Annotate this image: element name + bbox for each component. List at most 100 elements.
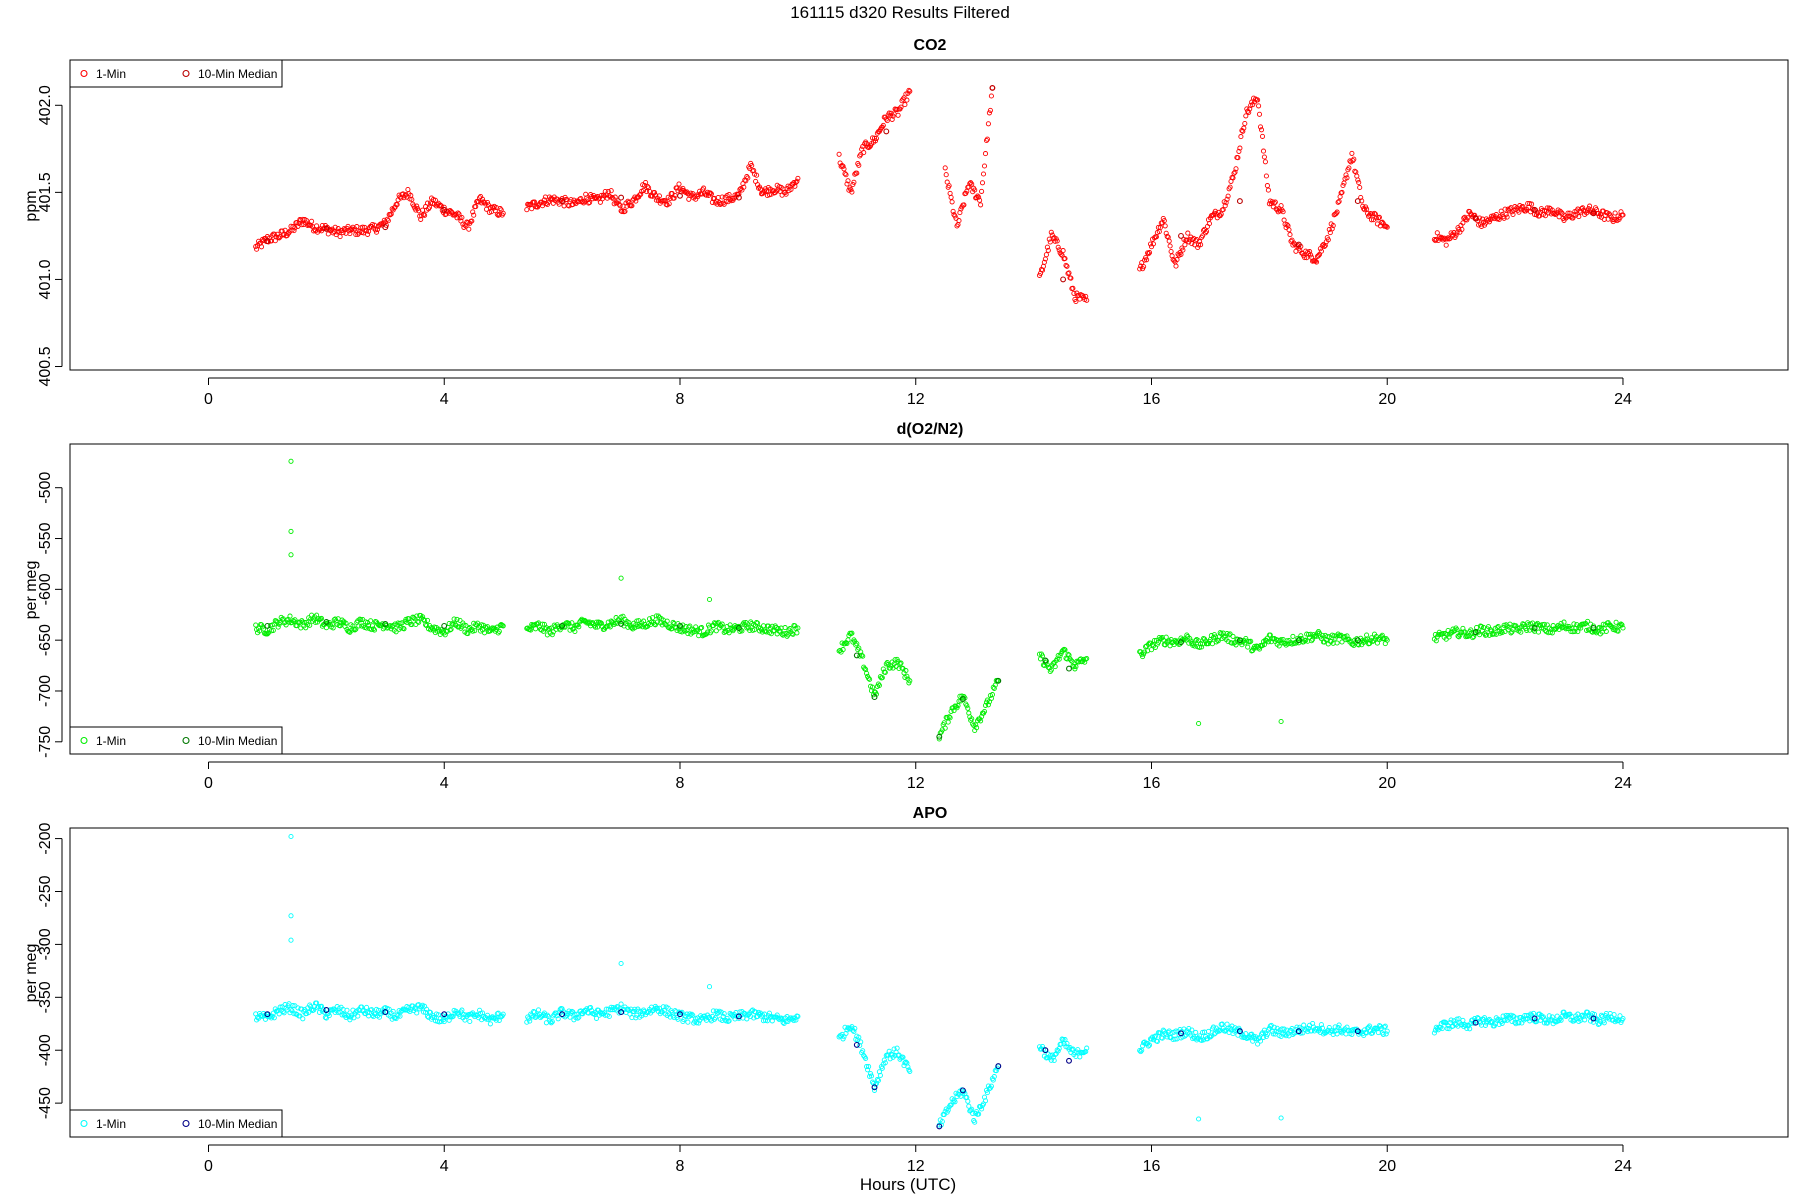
data-point <box>1431 1030 1437 1036</box>
data-point <box>1178 251 1184 257</box>
outlier-point <box>706 984 713 990</box>
data-point <box>985 121 991 127</box>
data-point <box>1233 166 1239 172</box>
data-point <box>291 1011 297 1017</box>
data-point <box>1318 1022 1324 1028</box>
data-point <box>347 1017 353 1023</box>
data-point <box>1246 109 1252 115</box>
data-point <box>618 1001 624 1007</box>
data-point <box>257 628 263 634</box>
legend-label: 1-Min <box>96 1117 126 1131</box>
o2n2-x-tick-label: 12 <box>907 775 925 792</box>
data-point <box>856 162 862 168</box>
data-point <box>1551 211 1557 217</box>
data-point <box>1275 637 1281 643</box>
data-point <box>1137 1047 1143 1054</box>
data-point <box>1052 238 1058 244</box>
legend-box <box>69 59 283 88</box>
data-point <box>612 620 618 626</box>
data-point <box>1311 633 1318 640</box>
data-point <box>1384 637 1390 643</box>
outlier-point <box>288 833 294 840</box>
data-point <box>1501 215 1507 221</box>
data-point <box>494 624 500 630</box>
data-point <box>1077 1054 1083 1060</box>
data-point <box>487 1021 493 1027</box>
data-point <box>470 628 476 634</box>
data-point <box>450 622 456 628</box>
data-point <box>844 640 850 646</box>
data-point <box>617 203 623 209</box>
data-point <box>1448 1017 1454 1023</box>
data-point <box>323 1015 329 1021</box>
legend-label: 1-Min <box>96 734 126 748</box>
data-point <box>1444 236 1450 242</box>
data-point <box>887 1056 893 1062</box>
data-point <box>424 617 431 623</box>
data-point <box>993 1068 999 1074</box>
data-point <box>1378 1025 1384 1031</box>
legend-marker <box>182 69 190 78</box>
data-point <box>1620 1015 1626 1022</box>
data-point <box>1261 642 1267 648</box>
data-point <box>393 629 399 635</box>
data-point <box>1340 182 1346 189</box>
data-point <box>1434 230 1440 236</box>
data-point <box>764 1018 770 1024</box>
data-point <box>341 226 347 232</box>
data-point <box>1477 632 1483 638</box>
data-point <box>948 194 954 200</box>
data-point <box>1162 223 1168 229</box>
data-point <box>900 1054 906 1060</box>
median-point <box>382 1009 389 1016</box>
data-point <box>1137 266 1143 272</box>
data-point <box>1456 226 1462 233</box>
data-point <box>466 226 472 232</box>
data-point <box>547 196 553 202</box>
o2n2-y-tick-label: -500 <box>37 472 54 504</box>
data-point <box>315 615 322 622</box>
data-point <box>1152 1033 1158 1039</box>
median-point <box>959 1087 966 1094</box>
data-point <box>1163 230 1169 236</box>
data-point <box>1308 631 1314 637</box>
data-point <box>1339 639 1345 645</box>
data-point <box>376 1014 382 1020</box>
data-point <box>972 1119 978 1125</box>
data-point <box>1242 120 1248 127</box>
median-point <box>323 1007 330 1013</box>
median-point <box>871 694 878 701</box>
data-point <box>1145 250 1151 256</box>
data-point <box>403 192 409 198</box>
data-point <box>992 682 998 688</box>
median-point <box>1295 1028 1302 1035</box>
data-point <box>1297 636 1303 642</box>
median-point <box>1060 276 1067 283</box>
data-point <box>484 199 491 206</box>
median-point <box>1354 198 1361 205</box>
data-point <box>309 218 315 224</box>
data-point <box>1198 641 1204 647</box>
data-point <box>1232 169 1238 175</box>
legend-label: 10-Min Median <box>198 67 277 81</box>
data-point <box>351 227 357 233</box>
data-point <box>469 218 475 224</box>
data-point <box>575 1015 581 1021</box>
data-point <box>454 215 460 221</box>
data-point <box>1062 1037 1068 1043</box>
data-point <box>1618 621 1624 627</box>
data-point <box>337 623 343 629</box>
median-point <box>959 696 966 703</box>
o2n2-y-tick-label: -650 <box>37 624 54 656</box>
median-point <box>1590 1015 1597 1022</box>
data-point <box>365 1009 371 1015</box>
median-point <box>936 733 943 740</box>
data-point <box>346 629 352 635</box>
data-point <box>1580 205 1586 211</box>
data-point <box>438 203 444 209</box>
data-point <box>547 1019 553 1025</box>
data-point <box>253 622 259 628</box>
data-point <box>848 187 854 193</box>
data-point <box>634 618 640 624</box>
data-point <box>1291 240 1297 246</box>
